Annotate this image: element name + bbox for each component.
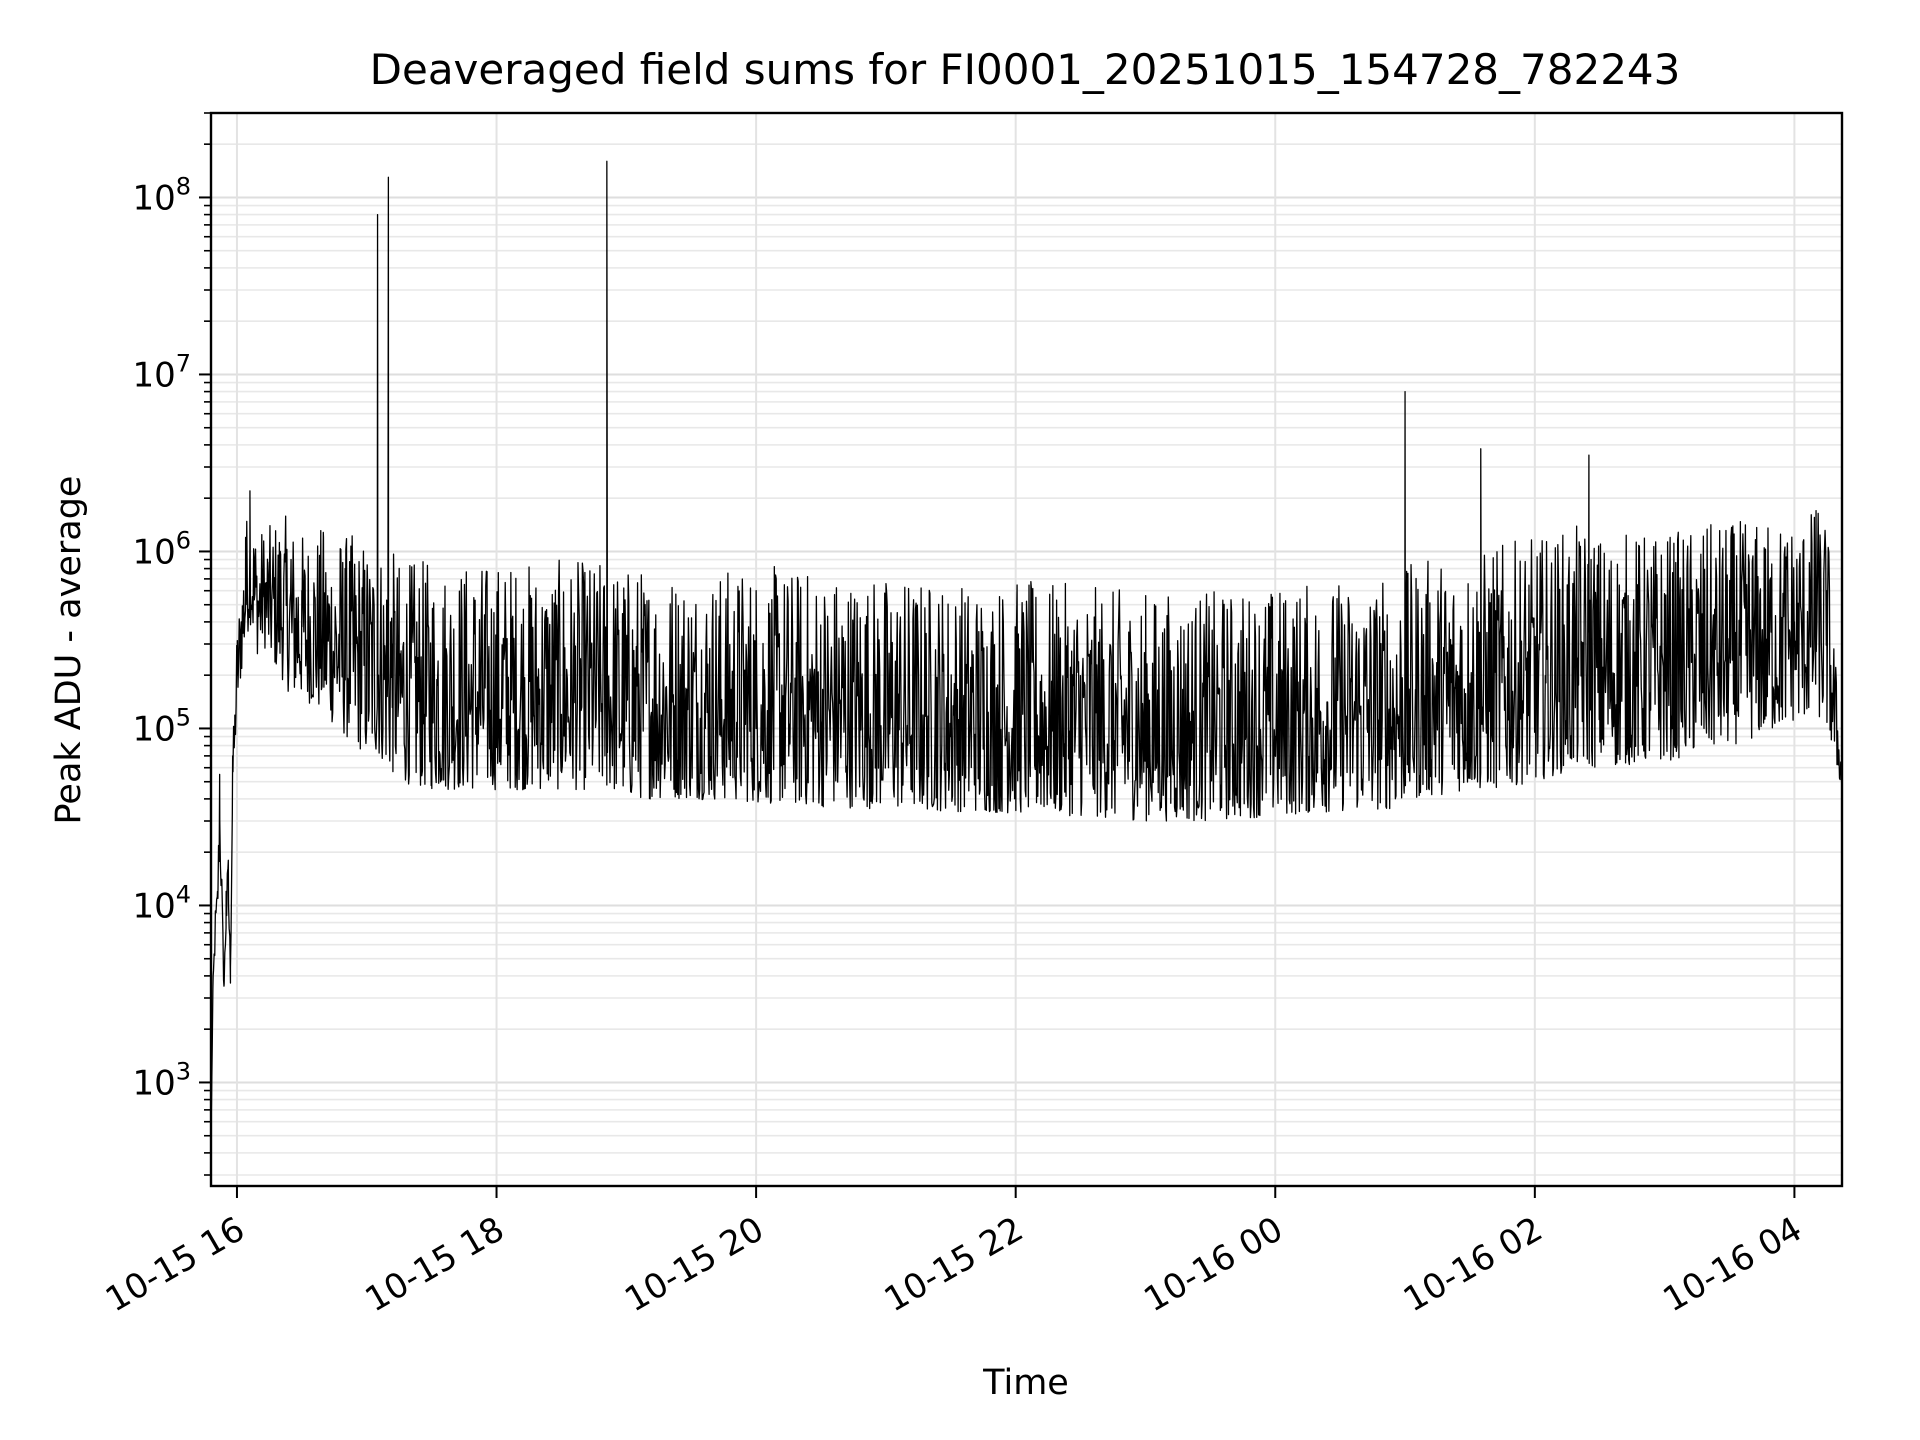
y-tick-label: 104 <box>132 880 191 926</box>
plot-frame <box>209 111 1844 1188</box>
y-axis: 103 104 105 106 107 108 <box>132 112 211 1176</box>
x-axis-label: Time <box>982 1363 1069 1403</box>
y-tick-label: 108 <box>132 172 191 218</box>
y-tick-label: 105 <box>132 703 191 749</box>
y-tick-label: 103 <box>132 1057 191 1103</box>
y-axis-label: Peak ADU - average <box>49 476 89 825</box>
series-layer <box>210 160 1843 1136</box>
y-tick-label: 107 <box>132 349 191 395</box>
chart-title: Deaveraged field sums for FI0001_2025101… <box>370 45 1681 94</box>
grid <box>211 112 1842 1186</box>
series-line-0 <box>210 160 1843 1136</box>
y-tick-label: 106 <box>132 526 191 572</box>
